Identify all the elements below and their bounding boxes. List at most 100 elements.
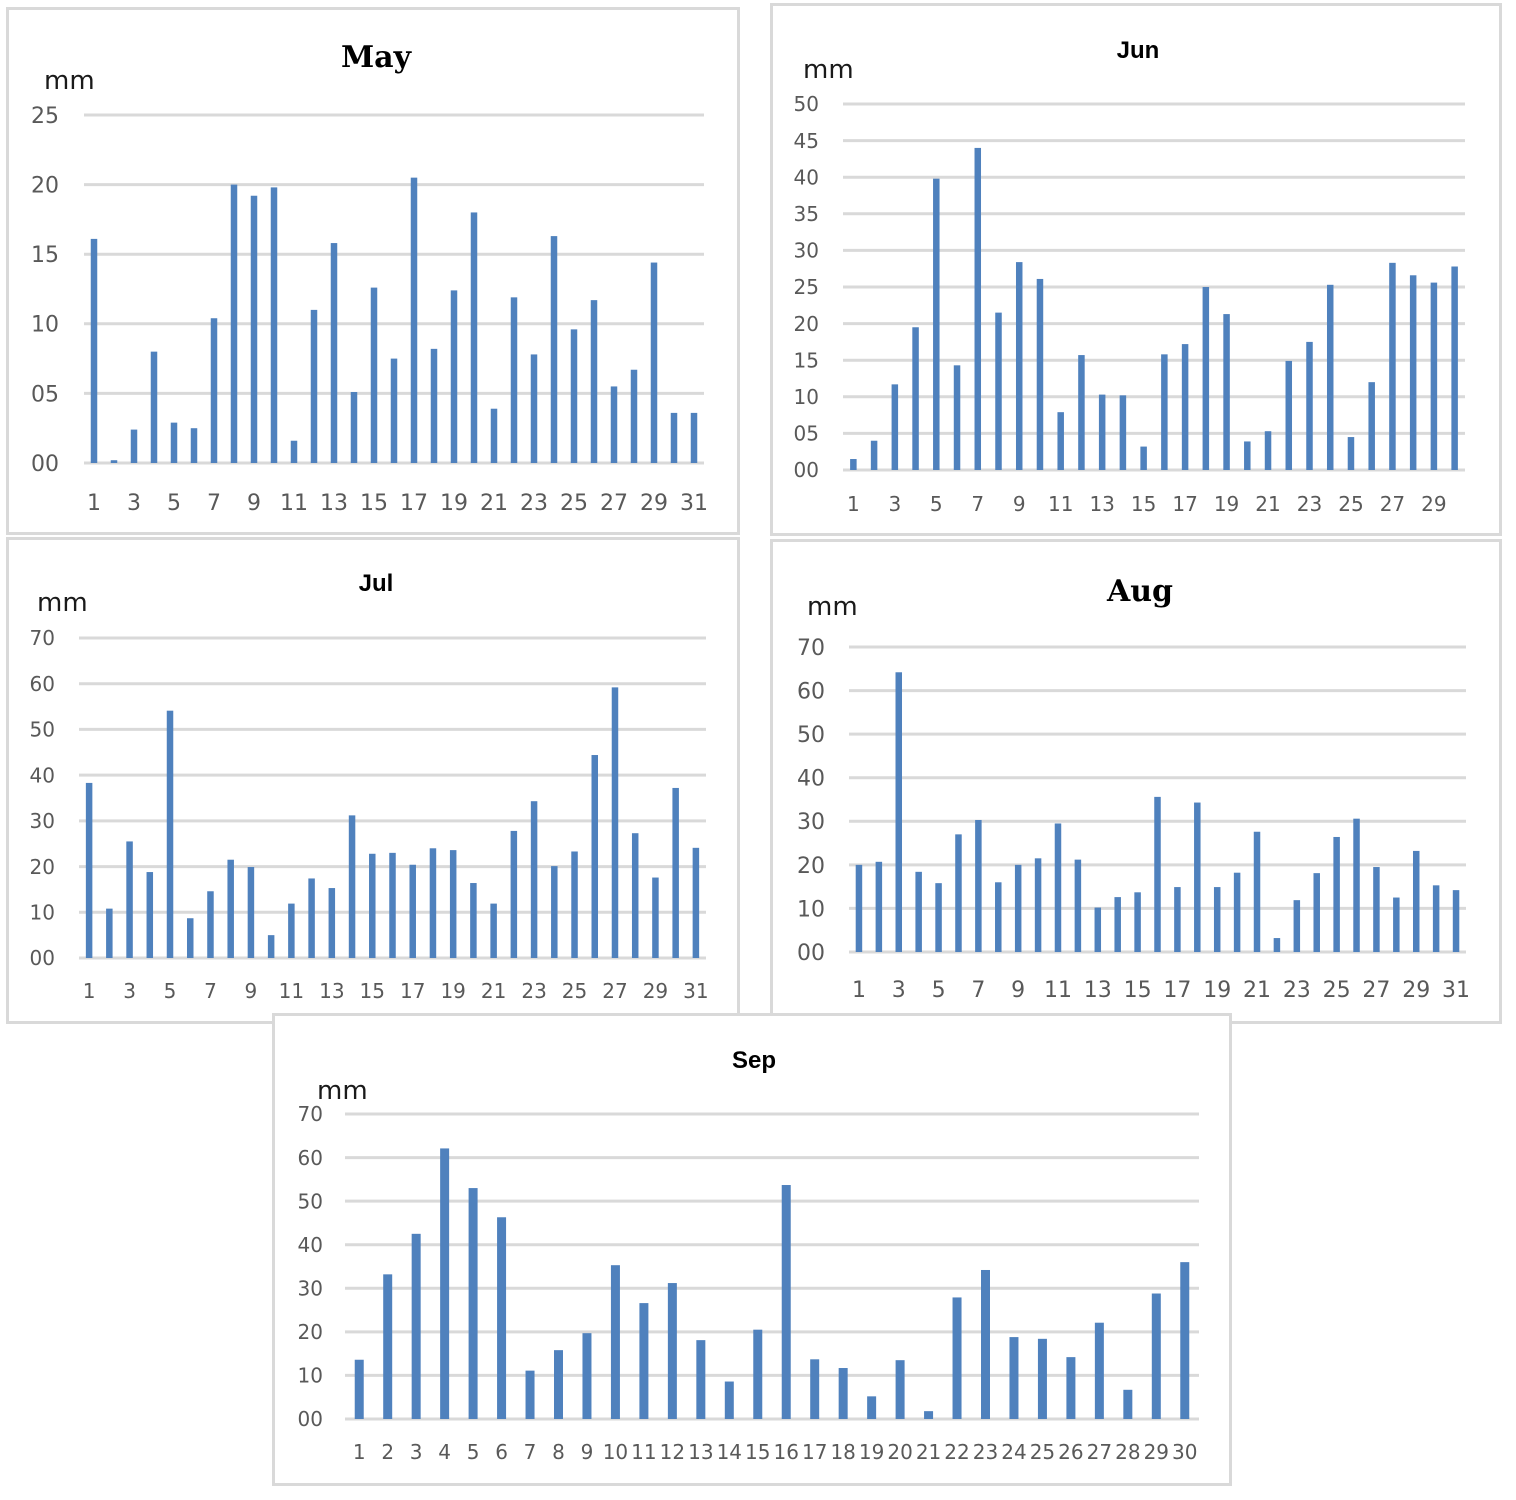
bar-day-16 [389, 852, 396, 958]
bar-day-8 [995, 312, 1002, 470]
bar-day-19 [450, 290, 458, 463]
x-tick-label: 15 [360, 491, 388, 516]
x-tick-label: 11 [1044, 978, 1072, 1003]
bar-day-7 [207, 891, 214, 958]
bar-day-30 [672, 787, 679, 958]
y-axis-unit-label: mm [44, 66, 95, 96]
bar-day-24 [1326, 284, 1334, 470]
bar-day-16 [390, 358, 398, 463]
bar-day-26 [590, 300, 598, 463]
bar-day-3 [130, 429, 138, 463]
y-tick-label: 25 [794, 275, 819, 299]
bar-day-31 [692, 847, 700, 958]
y-tick-label: 05 [31, 382, 59, 407]
x-tick-label: 27 [1380, 492, 1405, 516]
chart-title: Jul [359, 570, 394, 597]
x-tick-label: 31 [683, 979, 708, 1003]
bar-day-16 [781, 1185, 791, 1419]
y-tick-label: 40 [794, 165, 819, 189]
y-tick-label: 35 [794, 202, 819, 226]
bar-day-26 [1353, 818, 1360, 952]
y-tick-label: 70 [797, 636, 825, 661]
bar-day-25 [571, 851, 578, 958]
bar-day-4 [915, 871, 922, 952]
bar-day-7 [975, 819, 982, 952]
bar-day-26 [1368, 382, 1375, 470]
y-tick-label: 30 [794, 239, 819, 263]
bar-day-24 [550, 236, 558, 463]
bar-day-24 [1313, 873, 1320, 952]
x-tick-label: 1 [852, 978, 866, 1003]
bar-day-24 [1009, 1337, 1019, 1419]
bar-day-22 [1285, 360, 1293, 470]
x-tick-label: 23 [1297, 492, 1322, 516]
bar-day-6 [955, 834, 962, 952]
x-tick-label: 21 [481, 979, 506, 1003]
x-tick-label: 28 [1115, 1440, 1140, 1464]
bar-series [354, 1148, 1190, 1419]
bar-day-24 [551, 866, 558, 958]
x-tick-label: 9 [1013, 492, 1026, 516]
x-tick-label: 9 [247, 491, 261, 516]
bar-day-27 [1094, 1322, 1104, 1419]
x-tick-label: 11 [279, 979, 304, 1003]
bar-day-27 [1373, 867, 1380, 952]
x-tick-label: 1 [847, 492, 860, 516]
y-tick-label: 50 [30, 718, 55, 742]
y-axis-unit-label: mm [37, 588, 88, 618]
y-tick-label: 00 [30, 946, 55, 970]
x-tick-label: 21 [1243, 978, 1271, 1003]
y-tick-label: 60 [298, 1146, 323, 1170]
bar-day-19 [1223, 314, 1230, 470]
x-tick-label: 17 [1172, 492, 1197, 516]
bar-day-13 [328, 888, 336, 958]
x-tick-label: 17 [400, 491, 428, 516]
x-tick-label: 29 [643, 979, 668, 1003]
bar-day-5 [935, 883, 942, 952]
y-tick-label: 50 [797, 723, 825, 748]
x-tick-label: 9 [581, 1440, 594, 1464]
x-tick-label: 26 [1058, 1440, 1083, 1464]
x-tick-label: 21 [916, 1440, 941, 1464]
bar-day-12 [308, 878, 315, 958]
bar-day-6 [190, 428, 198, 463]
bar-day-28 [630, 369, 638, 463]
bar-series [855, 672, 1460, 952]
bar-day-10 [1034, 858, 1042, 952]
x-tick-label: 1 [353, 1440, 366, 1464]
x-tick-label: 16 [774, 1440, 799, 1464]
bar-day-10 [1036, 278, 1044, 470]
bar-day-6 [186, 918, 194, 958]
x-tick-label: 5 [164, 979, 177, 1003]
bar-day-3 [126, 841, 133, 958]
x-tick-label: 30 [1172, 1440, 1197, 1464]
bar-day-4 [150, 351, 158, 463]
bar-day-11 [290, 440, 298, 463]
x-tick-label: 7 [207, 491, 221, 516]
y-axis-unit-label: mm [317, 1076, 368, 1106]
bar-day-20 [470, 883, 477, 958]
x-tick-label: 31 [1442, 978, 1470, 1003]
x-tick-label: 20 [887, 1440, 912, 1464]
bar-day-18 [430, 348, 438, 463]
bar-day-9 [250, 195, 258, 463]
gridlines [84, 113, 704, 465]
x-tick-label: 10 [603, 1440, 628, 1464]
bar-day-21 [1264, 431, 1272, 470]
bar-day-15 [1134, 892, 1141, 952]
bar-day-29 [652, 877, 659, 958]
x-tick-label: 13 [688, 1440, 713, 1464]
bar-day-10 [267, 935, 275, 958]
bar-day-17 [410, 177, 418, 463]
x-tick-label: 27 [602, 979, 627, 1003]
bar-day-29 [1151, 1293, 1161, 1419]
bar-day-15 [1140, 446, 1147, 470]
y-tick-label: 50 [298, 1189, 323, 1213]
x-tick-label: 11 [1048, 492, 1073, 516]
bar-day-14 [724, 1381, 734, 1419]
x-tick-label: 5 [932, 978, 946, 1003]
bar-day-18 [1202, 287, 1210, 470]
x-tick-label: 3 [410, 1440, 423, 1464]
y-tick-label: 10 [794, 385, 819, 409]
